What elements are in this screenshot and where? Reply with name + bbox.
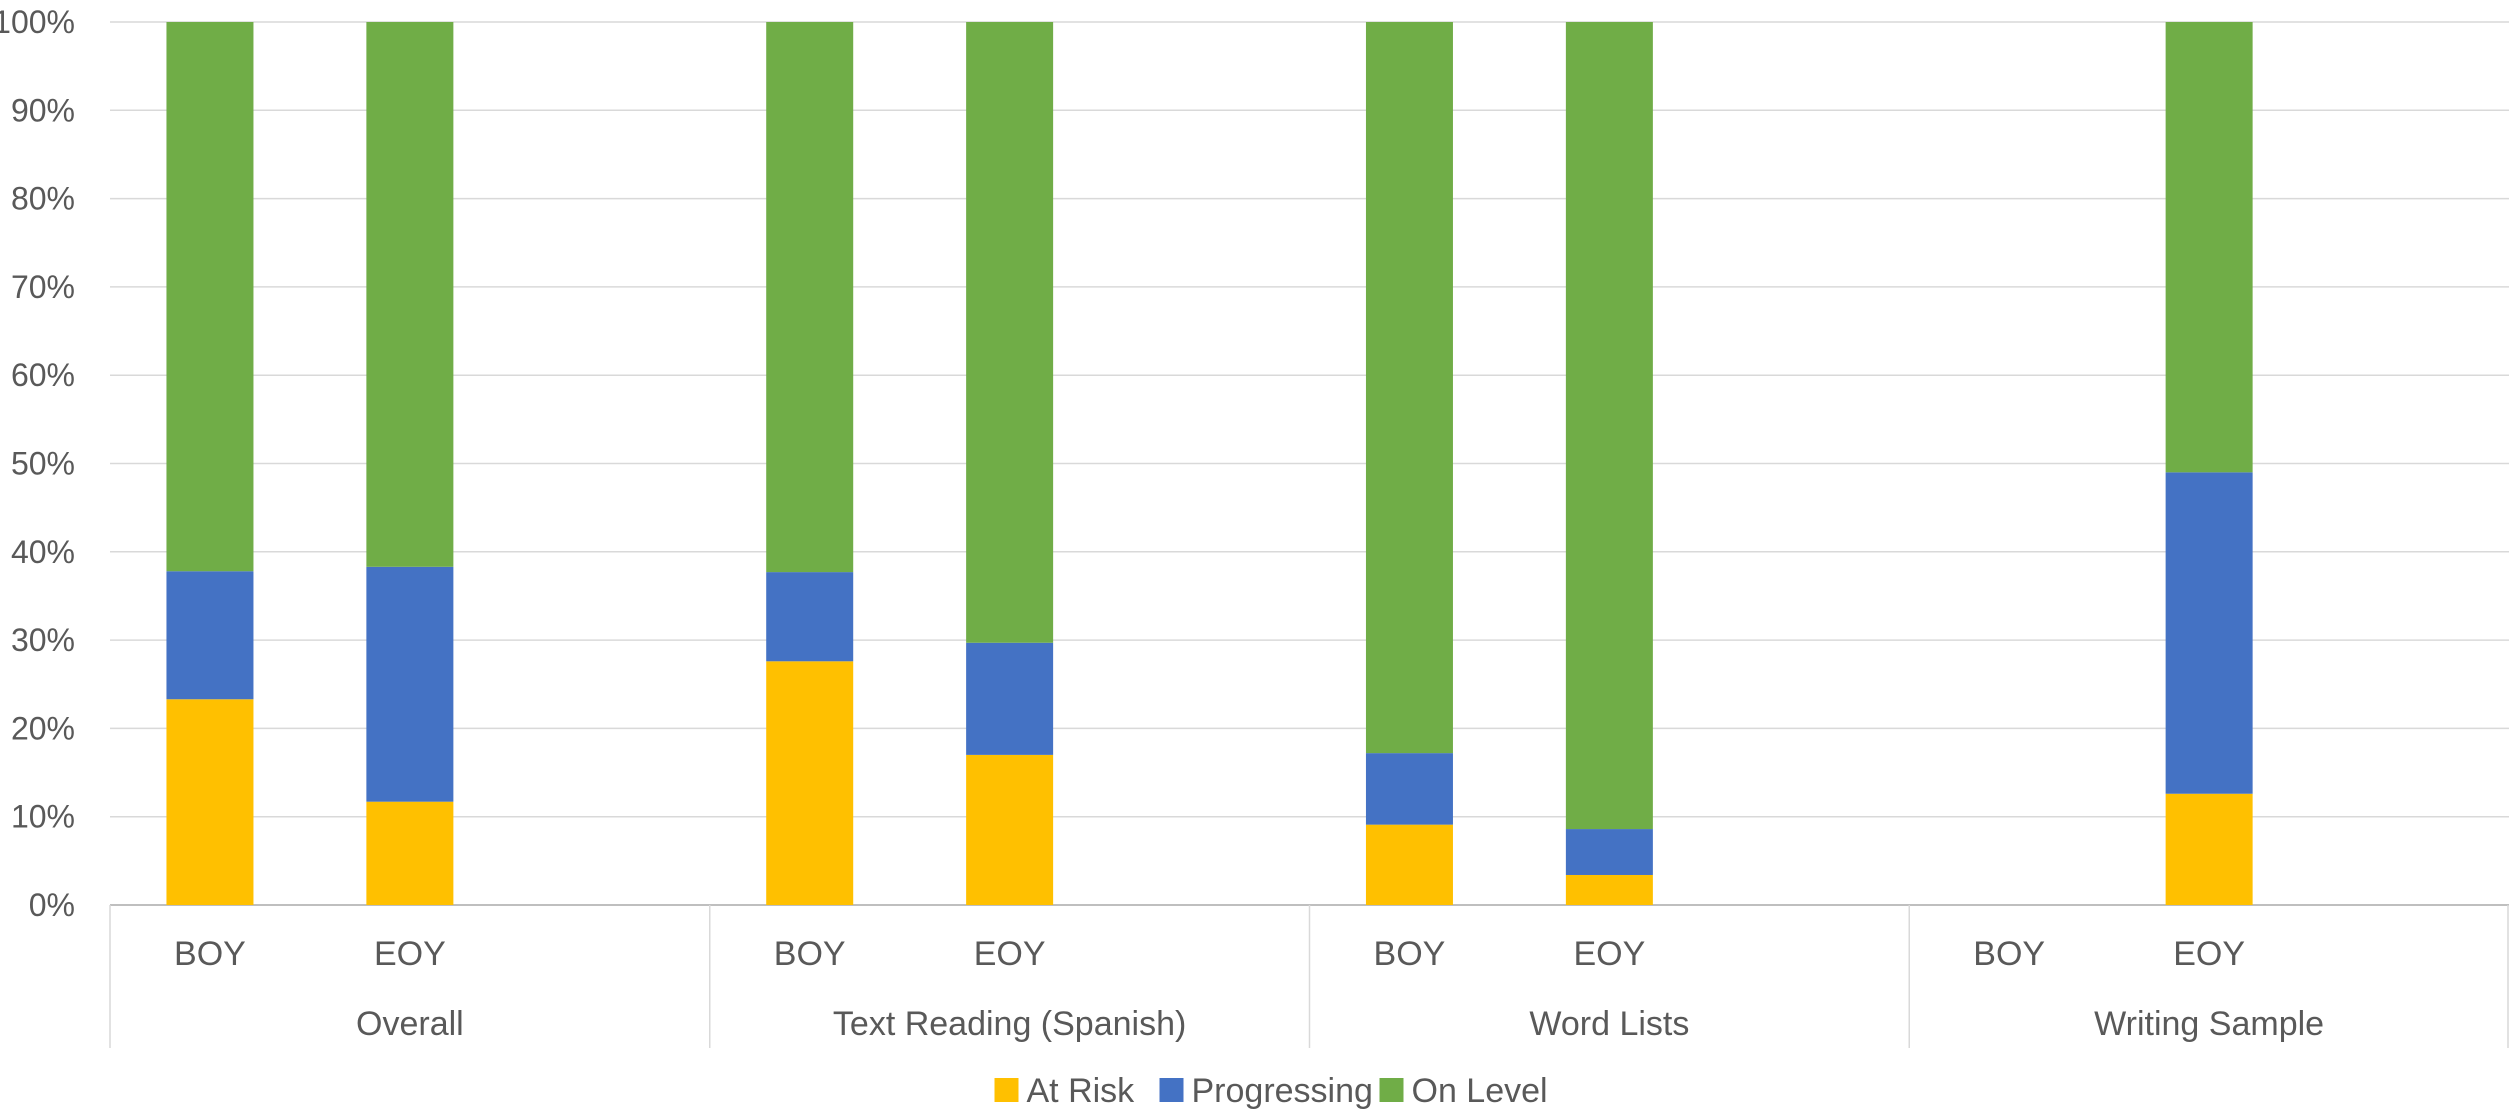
x-axis: BOY EOY BOY EOY BOY EOY BOY EOY Overall Text Read… [109, 905, 2509, 1048]
legend-swatch-on-level [1379, 1078, 1404, 1102]
x-group-label: Text Reading (Spanish) [833, 1005, 1186, 1043]
x-period-label: BOY [774, 935, 846, 973]
y-tick-label: 10% [11, 799, 75, 835]
x-period-label: EOY [1573, 935, 1645, 973]
bar-segment-at-risk [366, 801, 454, 905]
x-period-label: BOY [1973, 935, 2045, 973]
bar-segment-on-level [166, 22, 254, 572]
y-tick-label: 60% [11, 357, 75, 393]
y-tick-label: 40% [11, 534, 75, 570]
bar-segment-at-risk [1365, 824, 1453, 905]
y-tick-label: 30% [11, 622, 75, 658]
legend: At Risk Progressing On Level [994, 1072, 1548, 1110]
bar-segment-progressing [166, 571, 254, 700]
y-tick-label: 0% [29, 887, 75, 923]
y-tick-label: 90% [11, 92, 75, 128]
bar-segment-on-level [1365, 22, 1453, 754]
bar-segment-progressing [766, 572, 854, 662]
bar-segment-on-level [1565, 22, 1653, 830]
legend-swatch-at-risk [994, 1078, 1019, 1102]
x-group-label: Overall [356, 1005, 464, 1043]
bar-segment-progressing [966, 642, 1054, 755]
y-tick-label: 100% [0, 4, 75, 40]
y-tick-label: 80% [11, 181, 75, 217]
bar-segment-on-level [766, 22, 854, 573]
bars [166, 22, 2253, 905]
x-period-label: EOY [2173, 935, 2245, 973]
bar-segment-progressing [1365, 753, 1453, 825]
bar-segment-progressing [1565, 829, 1653, 875]
bar-segment-on-level [366, 22, 454, 567]
y-tick-label: 50% [11, 446, 75, 482]
x-group-label: Word Lists [1529, 1005, 1689, 1043]
bar-segment-on-level [2165, 22, 2253, 473]
bar-segment-at-risk [1565, 874, 1653, 905]
legend-label: At Risk [1027, 1072, 1136, 1110]
y-axis-ticks: 0% 10% 20% 30% 40% 50% 60% 70% 80% 90% 100% [0, 4, 75, 923]
bar-segment-at-risk [966, 754, 1054, 905]
gridlines [110, 21, 2509, 906]
x-period-label: EOY [374, 935, 446, 973]
bar-segment-progressing [366, 566, 454, 802]
bar-segment-at-risk [166, 699, 254, 905]
legend-label: On Level [1412, 1072, 1548, 1110]
x-period-label: BOY [174, 935, 246, 973]
x-group-label: Writing Sample [2094, 1005, 2324, 1043]
legend-swatch-progressing [1159, 1078, 1184, 1102]
bar-segment-at-risk [766, 661, 854, 905]
y-tick-label: 20% [11, 710, 75, 746]
x-period-label: BOY [1374, 935, 1446, 973]
bar-segment-at-risk [2165, 793, 2253, 905]
x-period-label: EOY [974, 935, 1046, 973]
bar-segment-on-level [966, 22, 1054, 643]
bar-segment-progressing [2165, 472, 2253, 794]
legend-label: Progressing [1192, 1072, 1373, 1110]
y-tick-label: 70% [11, 269, 75, 305]
